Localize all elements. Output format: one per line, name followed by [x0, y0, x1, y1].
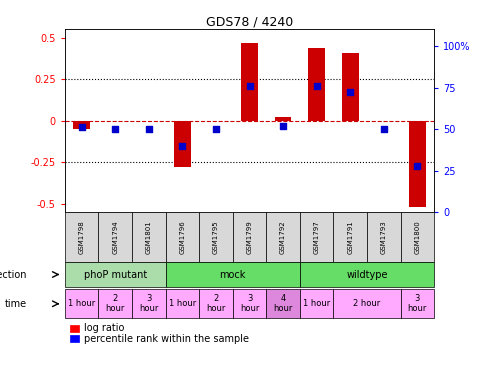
- Text: time: time: [4, 299, 26, 309]
- Text: 3
hour: 3 hour: [139, 294, 159, 314]
- Text: wildtype: wildtype: [346, 269, 388, 280]
- Text: GSM1793: GSM1793: [381, 220, 387, 254]
- Text: GSM1796: GSM1796: [179, 220, 185, 254]
- Text: mock: mock: [220, 269, 246, 280]
- Point: [413, 163, 421, 169]
- Point: [111, 126, 119, 132]
- Point: [178, 143, 186, 149]
- Text: 4
hour: 4 hour: [273, 294, 293, 314]
- Text: GSM1800: GSM1800: [414, 220, 420, 254]
- Text: 1 hour: 1 hour: [68, 299, 95, 308]
- Point: [212, 126, 220, 132]
- Point: [145, 126, 153, 132]
- Text: GSM1795: GSM1795: [213, 220, 219, 254]
- Point: [346, 90, 354, 96]
- Text: GSM1792: GSM1792: [280, 220, 286, 254]
- Text: phoP mutant: phoP mutant: [84, 269, 147, 280]
- Text: GSM1798: GSM1798: [79, 220, 85, 254]
- Text: 2 hour: 2 hour: [353, 299, 381, 308]
- Text: GSM1799: GSM1799: [247, 220, 252, 254]
- Point: [380, 126, 388, 132]
- Bar: [73, 121, 90, 129]
- Text: log ratio: log ratio: [84, 323, 124, 333]
- Bar: [174, 121, 191, 167]
- Point: [78, 124, 86, 130]
- Bar: [308, 48, 325, 121]
- Text: GSM1801: GSM1801: [146, 220, 152, 254]
- Text: 3
hour: 3 hour: [408, 294, 427, 314]
- Text: 3
hour: 3 hour: [240, 294, 259, 314]
- Text: GSM1791: GSM1791: [347, 220, 353, 254]
- Bar: [409, 121, 426, 207]
- Point: [313, 83, 321, 89]
- Text: percentile rank within the sample: percentile rank within the sample: [84, 333, 249, 344]
- Bar: [241, 42, 258, 121]
- Text: infection: infection: [0, 269, 26, 280]
- Text: 1 hour: 1 hour: [303, 299, 330, 308]
- Text: 1 hour: 1 hour: [169, 299, 196, 308]
- Text: 2
hour: 2 hour: [105, 294, 125, 314]
- Text: GSM1797: GSM1797: [314, 220, 320, 254]
- Title: GDS78 / 4240: GDS78 / 4240: [206, 15, 293, 28]
- Text: 2
hour: 2 hour: [206, 294, 226, 314]
- Bar: [342, 53, 359, 121]
- Point: [246, 83, 253, 89]
- Bar: [274, 117, 291, 121]
- Text: GSM1794: GSM1794: [112, 220, 118, 254]
- Point: [279, 123, 287, 129]
